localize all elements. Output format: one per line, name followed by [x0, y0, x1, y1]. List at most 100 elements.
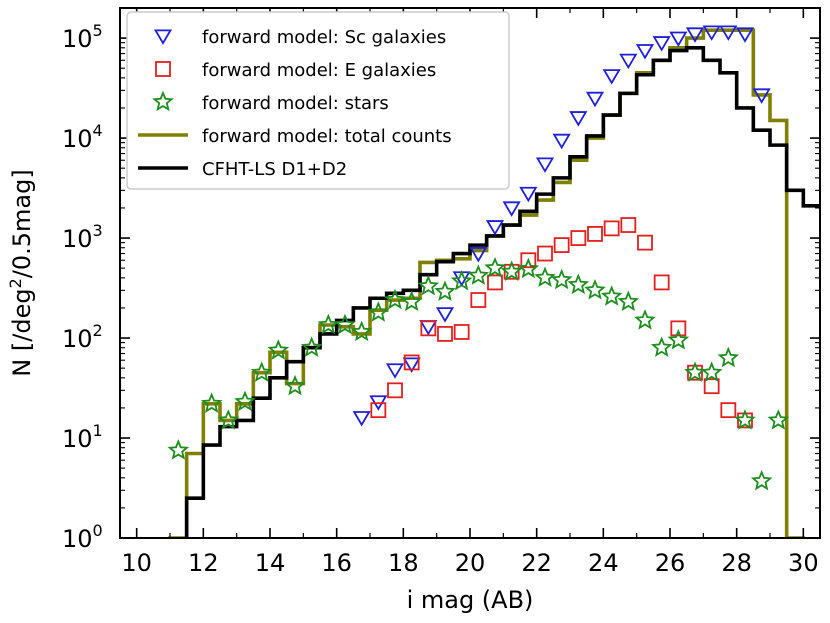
legend-entry: forward model: total counts — [138, 126, 452, 147]
e-galaxies-point — [553, 237, 570, 254]
legend-label: forward model: total counts — [202, 126, 452, 147]
sc-galaxies-point — [469, 247, 488, 263]
axes-layer: 10 12 14 16 18 20 22 24 26 28 30 100 101 102 103 104 105… — [6, 7, 821, 614]
stars-point — [650, 336, 673, 357]
sc-galaxies-point — [602, 69, 621, 85]
y-tick-label: 100 — [62, 521, 103, 553]
sc-galaxies-point — [735, 27, 755, 43]
sc-galaxies-point — [485, 220, 505, 236]
y-tick-label: 102 — [62, 321, 103, 353]
stars-point — [550, 268, 573, 290]
stars-point — [384, 288, 406, 310]
e-galaxies-point — [470, 292, 487, 308]
e-galaxies-point — [570, 230, 587, 246]
sc-galaxies-point — [685, 27, 705, 43]
legend-marker-swatch — [153, 29, 173, 45]
stars-point — [434, 280, 456, 301]
stars-point — [634, 309, 656, 330]
sc-galaxies-point — [435, 307, 455, 323]
x-tick-label: 14 — [255, 549, 286, 577]
e-galaxies-point — [520, 252, 537, 269]
x-tick-label: 12 — [188, 549, 219, 577]
stars-point — [417, 274, 440, 296]
y-tick-label: 101 — [62, 421, 103, 453]
stars-point — [400, 290, 423, 312]
sc-galaxies-point — [402, 357, 421, 373]
stars-point — [350, 320, 373, 342]
sc-galaxies-point — [519, 186, 538, 203]
legend-entry: CFHT-LS D1+D2 — [138, 159, 347, 180]
stars-point — [534, 266, 556, 288]
x-tick-label: 30 — [788, 549, 819, 577]
legend-marker-swatch — [152, 90, 174, 112]
e-galaxies-point — [587, 226, 603, 242]
stars-point — [767, 409, 790, 430]
data-series-layer — [167, 25, 820, 538]
x-axis-title: i mag (AB) — [407, 586, 534, 614]
sc-galaxies-point — [535, 157, 555, 173]
legend-label: forward model: E galaxies — [202, 60, 436, 81]
stars-point — [167, 439, 190, 460]
stars-point — [450, 269, 473, 291]
y-tick-label: 103 — [62, 221, 103, 253]
sc-galaxies-point — [669, 31, 688, 47]
stars-point — [200, 392, 223, 413]
stars-point — [584, 278, 606, 300]
e-galaxies-point — [670, 320, 687, 337]
stars-point — [334, 313, 356, 335]
y-tick-label: 105 — [62, 21, 103, 53]
legend-label: forward model: Sc galaxies — [202, 27, 446, 48]
legend-entry: forward model: E galaxies — [155, 60, 436, 81]
sc-galaxies-point — [719, 25, 738, 41]
series-stars — [167, 256, 790, 491]
stars-point — [467, 264, 490, 285]
e-galaxies-point — [370, 402, 387, 419]
stars-point — [600, 285, 623, 306]
e-galaxies-point — [603, 220, 620, 237]
x-tick-label: 10 — [121, 549, 152, 577]
stars-point — [567, 273, 590, 295]
step-line — [168, 28, 806, 538]
stars-point — [234, 390, 256, 412]
stars-point — [734, 409, 756, 430]
sc-galaxies-point — [502, 201, 521, 217]
e-galaxies-point — [620, 217, 637, 233]
e-galaxies-point — [637, 234, 653, 251]
e-galaxies-point — [703, 378, 720, 395]
stars-point — [684, 361, 706, 382]
legend-entry: forward model: stars — [152, 90, 389, 114]
sc-galaxies-point — [585, 91, 605, 108]
sc-galaxies-point — [352, 411, 371, 427]
legend-label: CFHT-LS D1+D2 — [202, 159, 347, 180]
stars-point — [217, 409, 240, 430]
y-axis-title: N [/deg2/0.5mag] — [6, 169, 36, 376]
stars-point — [284, 374, 306, 396]
e-galaxies-point — [420, 320, 437, 337]
stars-point — [750, 469, 773, 491]
x-tick-label: 26 — [655, 549, 686, 577]
stars-point — [667, 328, 690, 350]
e-galaxies-point — [487, 274, 503, 291]
sc-galaxies-point — [652, 36, 671, 52]
stars-point — [317, 313, 340, 335]
sc-galaxies-point — [385, 363, 405, 379]
x-tick-label: 20 — [455, 549, 486, 577]
sc-galaxies-point — [635, 44, 655, 60]
e-galaxies-point — [403, 354, 420, 371]
e-galaxies-point — [653, 274, 670, 291]
sc-galaxies-point — [552, 133, 571, 150]
x-tick-label: 24 — [588, 549, 619, 577]
sc-galaxies-point — [569, 111, 588, 127]
legend: forward model: Sc galaxies forward model:… — [126, 11, 510, 190]
stars-point — [617, 290, 640, 312]
stars-point — [300, 336, 323, 357]
legend-marker-swatch — [155, 61, 171, 77]
stars-point — [367, 301, 390, 322]
x-tick-label: 16 — [321, 549, 352, 577]
sc-galaxies-point — [619, 53, 638, 70]
stars-point — [267, 339, 290, 360]
step-line — [184, 45, 820, 538]
sc-galaxies-point — [702, 25, 721, 41]
x-tick-label: 18 — [388, 549, 419, 577]
